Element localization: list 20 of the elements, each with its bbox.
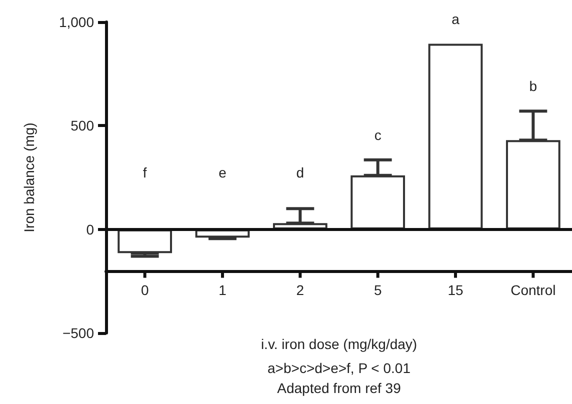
x-tick-label: 1 — [218, 282, 227, 298]
annotation: e — [218, 164, 227, 180]
text: Adapted from ref 39 — [277, 380, 402, 396]
x-tick-label: 5 — [374, 282, 382, 298]
annotation: a — [452, 10, 460, 27]
annotation: d — [296, 164, 304, 180]
annotation: c — [374, 126, 382, 143]
x-tick-label: 0 — [140, 282, 149, 298]
text: a>b>c>d>e>f, P < 0.01 — [268, 360, 411, 376]
x-tick-label: 15 — [448, 282, 464, 298]
y-tick-label: 0 — [86, 221, 94, 238]
x-tick-label: Control — [510, 282, 556, 298]
x-tick-label: 2 — [296, 282, 304, 298]
annotation: b — [529, 78, 538, 94]
y-tick-label: −500 — [62, 325, 94, 341]
annotation: f — [142, 164, 147, 180]
y-tick-label: 500 — [70, 118, 94, 134]
y-axis-title: Iron balance (mg) — [21, 122, 37, 232]
x-axis-title: i.v. iron dose (mg/kg/day) — [260, 336, 418, 352]
y-tick-label: 1,000 — [58, 14, 94, 30]
